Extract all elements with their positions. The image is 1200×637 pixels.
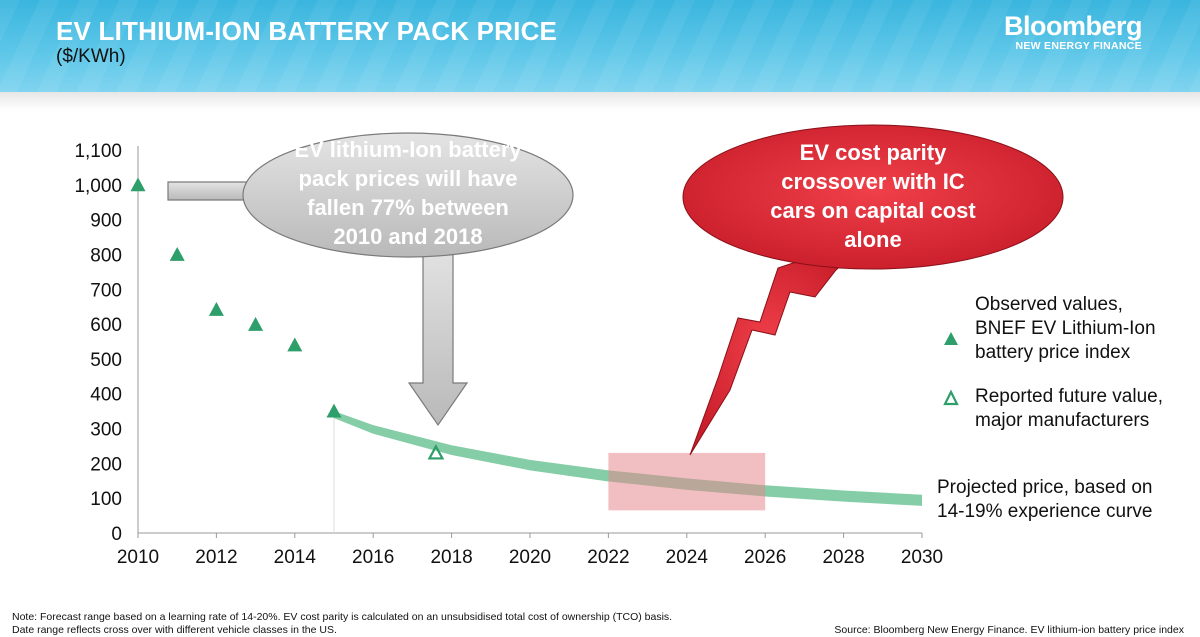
source-note: Source: Bloomberg New Energy Finance. EV… [834, 624, 1184, 636]
observed-point [248, 316, 264, 331]
x-tick-label: 2030 [901, 547, 943, 568]
y-tick-label: 400 [90, 385, 122, 406]
chart-axes: 0 100 200 300 400 500 600 700 800 900 1,000 1,100 20… [74, 141, 943, 568]
legend-observed-text: BNEF EV Lithium-Ion [975, 318, 1156, 339]
gray-callout-text: EV lithium-Ion battery [294, 137, 522, 162]
x-tick-label: 2016 [352, 547, 394, 568]
y-tick-label: 100 [90, 489, 122, 510]
y-tick-label: 1,100 [74, 141, 122, 162]
gray-callout-text: 2010 and 2018 [333, 224, 482, 249]
red-callout-text: crossover with IC [781, 169, 965, 194]
x-tick-label: 2012 [195, 547, 237, 568]
footnote-line-1: Note: Forecast range based on a learning… [12, 611, 673, 623]
brand-subtitle: NEW ENERGY FINANCE [1015, 40, 1142, 52]
page-title: EV LITHIUM-ION BATTERY PACK PRICE [56, 16, 558, 46]
y-tick-label: 500 [90, 350, 122, 371]
projected-price-band [334, 411, 922, 506]
gray-callout-text: fallen 77% between [307, 195, 509, 220]
projection-band-layer [334, 411, 922, 506]
observed-point [208, 301, 224, 316]
x-tick-label: 2018 [430, 547, 472, 568]
y-tick-label: 600 [90, 315, 122, 336]
legend-projected-text: 14-19% experience curve [937, 501, 1152, 522]
footnote-line-2: Date range reflects cross over with diff… [12, 624, 337, 636]
legend-marker-observed [944, 332, 958, 345]
legend: Observed values, BNEF EV Lithium-Ion batte… [937, 294, 1163, 522]
legend-observed-text: Observed values, [975, 294, 1123, 315]
cost-parity-region [608, 452, 766, 511]
gray-callout-ellipse [242, 132, 574, 258]
legend-reported-text: major manufacturers [975, 410, 1149, 431]
brand-logo: Bloomberg NEW ENERGY FINANCE [1003, 11, 1143, 52]
gray-callout-arrow [167, 181, 251, 201]
observed-point [169, 246, 185, 261]
red-callout-text: cars on capital cost [770, 198, 976, 223]
red-callout-text: alone [844, 227, 901, 252]
callouts-layer: EV lithium-Ion battery pack prices will h… [167, 124, 1064, 456]
legend-observed-text: battery price index [975, 342, 1131, 363]
legend-projected-text: Projected price, based on [937, 477, 1152, 498]
brand-name: Bloomberg [1003, 11, 1143, 41]
red-callout-bolt [689, 257, 852, 456]
page-subtitle: ($/KWh) [56, 46, 126, 67]
legend-marker-reported [943, 389, 959, 406]
highlight-layer [608, 452, 766, 511]
red-callout-ellipse [682, 124, 1064, 270]
red-callout-text: EV cost parity [800, 140, 947, 165]
observed-point [130, 177, 146, 192]
data-points-layer [130, 177, 445, 460]
y-tick-label: 700 [90, 280, 122, 301]
header-banner [0, 0, 1200, 92]
observed-point [326, 403, 342, 418]
legend-reported-text: Reported future value, [975, 386, 1163, 407]
y-tick-label: 900 [90, 211, 122, 232]
x-tick-label: 2014 [274, 547, 317, 568]
y-tick-label: 1,000 [74, 176, 122, 197]
x-tick-label: 2020 [509, 547, 551, 568]
observed-point [287, 337, 303, 352]
y-tick-label: 800 [90, 245, 122, 266]
y-tick-label: 300 [90, 420, 122, 441]
y-tick-label: 0 [111, 524, 122, 545]
x-tick-label: 2022 [587, 547, 629, 568]
gray-callout-down-arrow [407, 239, 469, 427]
reported-point [427, 444, 445, 460]
x-tick-label: 2024 [666, 547, 709, 568]
footnote: Note: Forecast range based on a learning… [12, 611, 672, 637]
x-tick-label: 2028 [822, 547, 864, 568]
x-tick-label: 2026 [744, 547, 786, 568]
gray-callout-text: pack prices will have [299, 166, 518, 191]
y-tick-label: 200 [90, 454, 122, 475]
x-tick-label: 2010 [117, 547, 159, 568]
header-shadow-band [0, 92, 1200, 110]
